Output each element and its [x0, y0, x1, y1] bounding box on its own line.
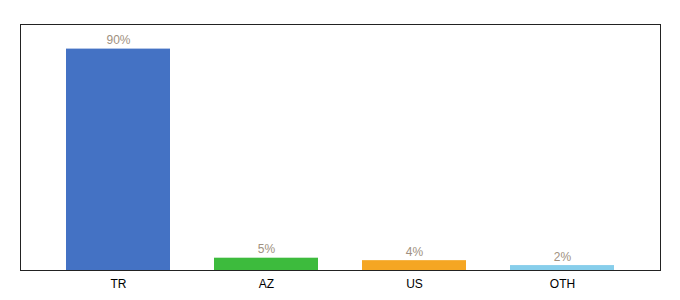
svg-text:AZ: AZ: [259, 277, 274, 291]
svg-text:4%: 4%: [406, 245, 424, 259]
svg-text:2%: 2%: [554, 250, 572, 264]
svg-text:OTH: OTH: [550, 277, 575, 291]
svg-text:TR: TR: [111, 277, 127, 291]
svg-text:90%: 90%: [106, 33, 130, 47]
svg-text:5%: 5%: [258, 242, 276, 256]
svg-text:US: US: [406, 277, 423, 291]
